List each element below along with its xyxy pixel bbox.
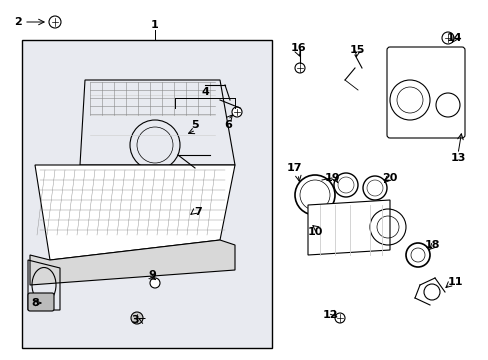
Circle shape xyxy=(49,16,61,28)
Polygon shape xyxy=(307,200,389,255)
Circle shape xyxy=(231,107,242,117)
Circle shape xyxy=(334,313,345,323)
FancyBboxPatch shape xyxy=(28,293,54,311)
Text: 8: 8 xyxy=(31,298,39,308)
Text: 16: 16 xyxy=(289,43,305,53)
Text: 9: 9 xyxy=(148,270,156,280)
Text: 20: 20 xyxy=(382,173,397,183)
Text: 10: 10 xyxy=(306,227,322,237)
Circle shape xyxy=(441,32,453,44)
Polygon shape xyxy=(35,165,235,260)
Text: 1: 1 xyxy=(151,20,159,30)
Text: 13: 13 xyxy=(449,153,465,163)
Polygon shape xyxy=(30,240,235,285)
Text: 5: 5 xyxy=(191,120,199,130)
FancyBboxPatch shape xyxy=(22,40,271,348)
Circle shape xyxy=(150,278,160,288)
Text: 15: 15 xyxy=(348,45,364,55)
Text: 11: 11 xyxy=(447,277,462,287)
Text: 14: 14 xyxy=(446,33,462,43)
Text: 4: 4 xyxy=(201,87,208,97)
FancyBboxPatch shape xyxy=(386,47,464,138)
Text: 3: 3 xyxy=(131,315,139,325)
Text: 7: 7 xyxy=(194,207,202,217)
Text: 2: 2 xyxy=(14,17,22,27)
Text: 6: 6 xyxy=(224,120,231,130)
Text: 12: 12 xyxy=(322,310,337,320)
Circle shape xyxy=(294,63,305,73)
Text: 18: 18 xyxy=(424,240,439,250)
Text: 19: 19 xyxy=(324,173,339,183)
Circle shape xyxy=(131,312,142,324)
Text: 17: 17 xyxy=(285,163,301,173)
